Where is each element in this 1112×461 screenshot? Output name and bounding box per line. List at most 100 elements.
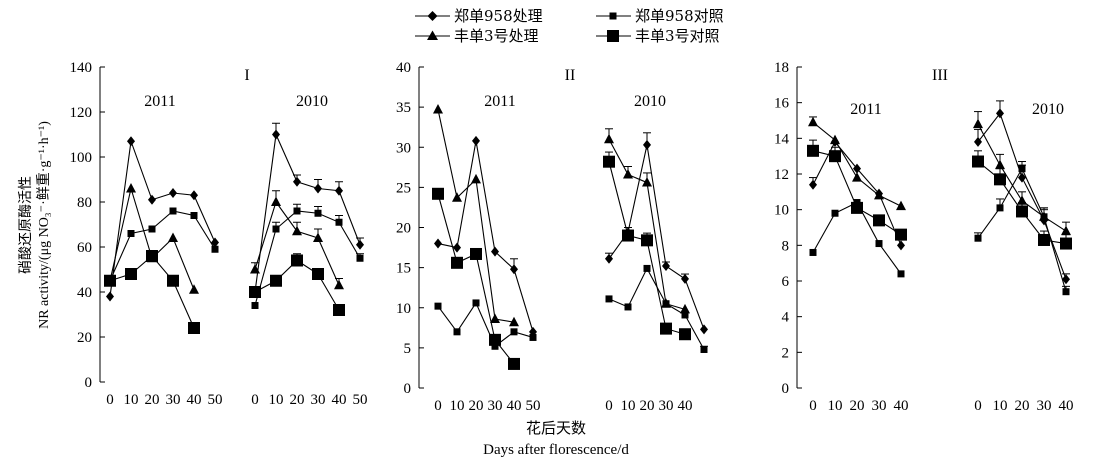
data-point-large-square <box>249 286 261 298</box>
x-tick-label: 0 <box>106 392 114 408</box>
x-tick-label: 0 <box>809 398 817 414</box>
data-point-triangle <box>313 232 323 242</box>
data-point-large-square <box>1016 205 1028 218</box>
series-small-square <box>251 203 364 309</box>
y-tick-label: 140 <box>70 60 93 76</box>
data-point-triangle <box>126 183 136 193</box>
data-point-large-square <box>270 274 282 287</box>
data-point-large-square <box>188 322 200 334</box>
data-point-small-square <box>314 209 322 217</box>
data-point-triangle <box>830 134 840 145</box>
x-axis-title: 花后天数 Days after florescence/d <box>483 419 629 458</box>
data-point-diamond <box>662 261 670 272</box>
diamond-marker-icon <box>427 11 438 21</box>
x-tick-label: 20 <box>469 398 484 414</box>
data-point-triangle <box>271 196 281 206</box>
x-tick-label: 20 <box>850 398 865 414</box>
panel-label: I <box>244 67 249 84</box>
series-line <box>437 193 515 365</box>
data-point-small-square <box>681 311 689 319</box>
x-tick-label: 0 <box>434 398 442 414</box>
data-point-diamond <box>314 183 322 194</box>
data-point-triangle <box>604 133 614 144</box>
series-large-square <box>432 187 520 370</box>
series-diamond <box>434 135 537 337</box>
y-tick-label: 0 <box>85 375 93 391</box>
y-tick-label: 0 <box>782 381 790 397</box>
data-point-small-square <box>974 234 982 242</box>
y-axis-title-cn: 硝酸还原酶活性 <box>18 176 34 274</box>
legend-item-fd3-ctrl: 丰单3号对照 <box>596 27 720 45</box>
data-point-small-square <box>605 295 613 303</box>
data-point-large-square <box>660 322 672 335</box>
data-point-diamond <box>356 239 364 250</box>
data-point-diamond <box>853 163 861 174</box>
data-point-small-square <box>127 230 135 237</box>
data-point-diamond <box>434 238 442 249</box>
x-tick-label: 30 <box>872 398 887 414</box>
data-point-diamond <box>453 242 461 253</box>
data-point-diamond <box>472 135 480 146</box>
x-tick-label: 10 <box>621 398 636 414</box>
data-point-small-square <box>251 302 259 309</box>
y-tick-label: 10 <box>396 301 411 317</box>
x-tick-label: 40 <box>678 398 693 414</box>
data-point-large-square <box>807 144 819 157</box>
year-group-2010: 2010 0 10 20 30 40 50 <box>249 93 368 408</box>
data-point-triangle <box>168 232 178 242</box>
data-point-small-square <box>293 207 301 215</box>
data-point-diamond <box>996 108 1004 119</box>
x-tick-label: 40 <box>332 392 347 408</box>
series-small-square <box>434 299 537 350</box>
series-line <box>254 210 361 306</box>
data-point-small-square <box>624 303 632 311</box>
data-point-large-square <box>432 187 444 200</box>
data-point-diamond <box>897 240 905 251</box>
x-tick-label: 20 <box>290 392 305 408</box>
data-point-small-square <box>335 218 343 226</box>
data-point-large-square <box>851 201 863 214</box>
series-line <box>109 141 216 297</box>
data-point-large-square <box>470 247 482 260</box>
data-point-triangle <box>808 116 818 127</box>
data-point-triangle <box>452 192 462 202</box>
x-tick-label: 40 <box>1059 398 1074 414</box>
x-tick-label: 40 <box>894 398 909 414</box>
data-point-diamond <box>809 179 817 190</box>
series-line <box>977 167 1067 292</box>
data-point-diamond <box>148 194 156 205</box>
y-tick-label: 60 <box>77 240 92 256</box>
x-tick-label: 10 <box>828 398 843 414</box>
data-point-diamond <box>190 190 198 201</box>
y-tick-label: 12 <box>774 167 789 183</box>
year-label: 2011 <box>850 101 881 118</box>
x-tick-label: 30 <box>166 392 181 408</box>
legend-label-fd3-ctrl: 丰单3号对照 <box>635 27 720 45</box>
data-point-triangle <box>1061 225 1071 236</box>
x-tick-label: 10 <box>993 398 1008 414</box>
data-point-triangle <box>874 189 884 200</box>
y-tick-label: 4 <box>782 310 790 326</box>
y-tick-label: 20 <box>396 221 411 237</box>
data-point-diamond <box>335 185 343 196</box>
data-point-diamond <box>700 324 708 335</box>
data-point-small-square <box>809 248 817 256</box>
year-label: 2011 <box>484 93 515 110</box>
data-point-diamond <box>1062 274 1070 285</box>
series-line <box>254 259 340 311</box>
data-point-large-square <box>291 254 303 267</box>
x-tick-label: 30 <box>659 398 674 414</box>
y-tick-label: 25 <box>396 180 411 196</box>
y-tick-label: 14 <box>774 131 790 147</box>
y-tick-label: 18 <box>774 60 789 76</box>
data-point-small-square <box>1018 165 1026 173</box>
year-label: 2010 <box>1032 101 1064 118</box>
series-large-square <box>249 253 345 316</box>
panel-label: II <box>565 67 576 84</box>
series-line <box>437 301 534 348</box>
series-large-square <box>972 150 1072 250</box>
